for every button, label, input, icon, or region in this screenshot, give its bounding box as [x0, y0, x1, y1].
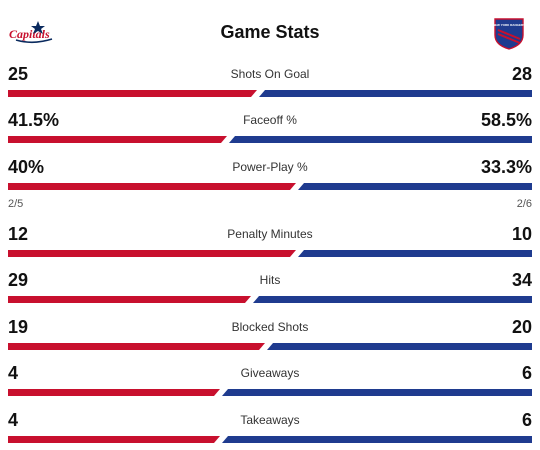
away-bar-segment	[298, 183, 532, 190]
home-stat-value: 12	[8, 224, 29, 244]
home-stat-value: 4	[8, 363, 19, 383]
stat-label: Hits	[259, 273, 281, 287]
comparison-bar	[8, 136, 532, 143]
home-power-play-fraction: 2/5	[8, 198, 24, 210]
stat-row: 12 Penalty Minutes 10	[0, 224, 540, 258]
stat-label: Giveaways	[240, 366, 300, 380]
stat-row: 19 Blocked Shots 20	[0, 317, 540, 351]
home-stat-value: 25	[8, 64, 29, 84]
home-bar-segment	[8, 296, 251, 303]
away-stat-value: 34	[511, 270, 532, 290]
stat-row: 4 Giveaways 6	[0, 363, 540, 397]
away-stat-value: 28	[511, 64, 532, 84]
home-stat-value: 41.5%	[8, 110, 60, 130]
stat-row: 40% Power-Play % 33.3%	[0, 157, 540, 191]
home-bar-segment	[8, 136, 227, 143]
away-bar-segment	[222, 436, 532, 443]
away-stat-value: 58.5%	[480, 110, 532, 130]
stat-row: 4 Takeaways 6	[0, 410, 540, 444]
home-stat-value: 19	[8, 317, 29, 337]
stat-label: Penalty Minutes	[227, 227, 313, 241]
stat-row: 41.5% Faceoff % 58.5%	[0, 110, 540, 144]
stat-row: 25 Shots On Goal 28	[0, 64, 540, 98]
comparison-bar	[8, 343, 532, 350]
comparison-bar	[8, 183, 532, 190]
away-stat-value: 20	[511, 317, 532, 337]
comparison-bar	[8, 436, 532, 443]
home-bar-segment	[8, 183, 296, 190]
rangers-logo-icon: NEW YORK RANGERS	[492, 16, 526, 50]
away-power-play-fraction: 2/6	[516, 198, 532, 210]
home-bar-segment	[8, 250, 296, 257]
away-stat-value: 6	[521, 410, 532, 430]
away-stat-value: 33.3%	[480, 157, 532, 177]
away-bar-segment	[253, 296, 532, 303]
home-stat-value: 40%	[8, 157, 45, 177]
home-bar-segment	[8, 343, 265, 350]
game-stats-header: Capitals Game Stats NEW YORK RANGERS	[0, 0, 540, 64]
comparison-bar	[8, 250, 532, 257]
stat-row: 29 Hits 34	[0, 270, 540, 304]
away-bar-segment	[229, 136, 532, 143]
home-bar-segment	[8, 90, 257, 97]
page-title: Game Stats	[220, 22, 320, 42]
comparison-bar	[8, 296, 532, 303]
away-bar-segment	[222, 389, 532, 396]
capitals-logo-icon: Capitals	[8, 18, 58, 48]
svg-text:NEW YORK RANGERS: NEW YORK RANGERS	[493, 23, 525, 27]
away-bar-segment	[259, 90, 532, 97]
stat-label: Power-Play %	[232, 160, 308, 174]
stat-label: Shots On Goal	[230, 67, 310, 81]
home-bar-segment	[8, 389, 220, 396]
stat-label: Blocked Shots	[231, 320, 309, 334]
stat-label: Takeaways	[240, 413, 300, 427]
home-stat-value: 29	[8, 270, 29, 290]
comparison-bar	[8, 389, 532, 396]
away-bar-segment	[267, 343, 532, 350]
home-bar-segment	[8, 436, 220, 443]
home-stat-value: 4	[8, 410, 19, 430]
comparison-bar	[8, 90, 532, 97]
away-bar-segment	[298, 250, 532, 257]
away-stat-value: 6	[521, 363, 532, 383]
stat-label: Faceoff %	[243, 113, 297, 127]
away-stat-value: 10	[511, 224, 532, 244]
